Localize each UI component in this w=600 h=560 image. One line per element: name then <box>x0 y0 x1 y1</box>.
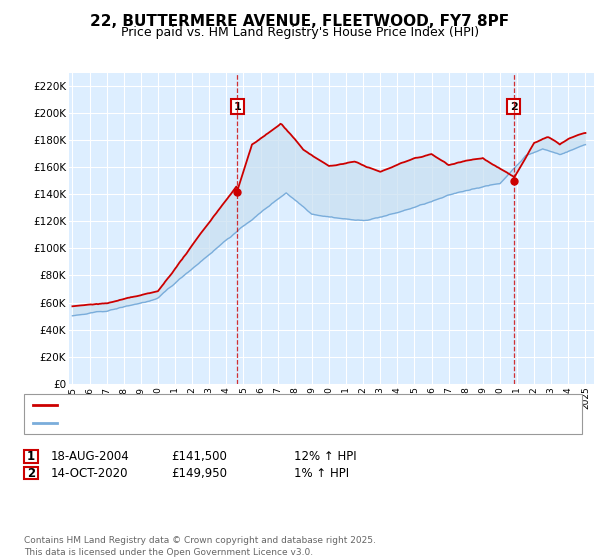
Text: 14-OCT-2020: 14-OCT-2020 <box>51 466 128 480</box>
Text: 18-AUG-2004: 18-AUG-2004 <box>51 450 130 463</box>
Text: HPI: Average price, semi-detached house, Wyre: HPI: Average price, semi-detached house,… <box>63 418 311 428</box>
Text: 2: 2 <box>510 101 518 111</box>
Text: 1% ↑ HPI: 1% ↑ HPI <box>294 466 349 480</box>
Text: 1: 1 <box>27 450 35 463</box>
Text: 22, BUTTERMERE AVENUE, FLEETWOOD, FY7 8PF (semi-detached house): 22, BUTTERMERE AVENUE, FLEETWOOD, FY7 8P… <box>63 400 441 409</box>
Text: Price paid vs. HM Land Registry's House Price Index (HPI): Price paid vs. HM Land Registry's House … <box>121 26 479 39</box>
Text: 1: 1 <box>233 101 241 111</box>
Text: £149,950: £149,950 <box>171 466 227 480</box>
Text: 2: 2 <box>27 466 35 480</box>
Text: Contains HM Land Registry data © Crown copyright and database right 2025.
This d: Contains HM Land Registry data © Crown c… <box>24 536 376 557</box>
Text: 12% ↑ HPI: 12% ↑ HPI <box>294 450 356 463</box>
Text: 22, BUTTERMERE AVENUE, FLEETWOOD, FY7 8PF: 22, BUTTERMERE AVENUE, FLEETWOOD, FY7 8P… <box>91 14 509 29</box>
Text: £141,500: £141,500 <box>171 450 227 463</box>
